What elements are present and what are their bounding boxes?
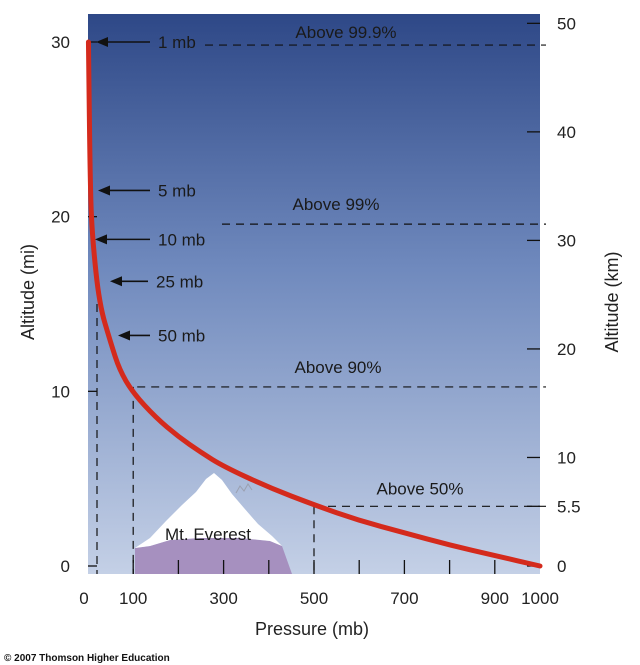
y-left-tick-label: 20	[51, 208, 70, 227]
mountain-base	[135, 538, 292, 574]
y-axis-title-right: Altitude (km)	[602, 251, 622, 352]
pressure-curve	[85, 39, 543, 569]
y-axis-title-left: Altitude (mi)	[18, 244, 38, 340]
pressure-marker-label: 50 mb	[158, 326, 205, 345]
marker-arrow-head	[110, 276, 122, 287]
copyright-credit: © 2007 Thomson Higher Education	[4, 653, 170, 664]
x-tick-label: 900	[481, 589, 509, 608]
mountain-illustration	[135, 473, 292, 574]
x-tick-label: 1000	[521, 589, 559, 608]
y-right-tick-label: 0	[557, 557, 566, 576]
x-tick-label: 500	[300, 589, 328, 608]
x-tick-label: 700	[390, 589, 418, 608]
pressure-marker-label: 10 mb	[158, 230, 205, 249]
marker-arrow-head	[118, 330, 130, 341]
y-left-tick-label: 30	[51, 33, 70, 52]
threshold-label: Above 50%	[377, 479, 464, 498]
threshold-label: Above 99.9%	[295, 23, 396, 42]
threshold-label: Above 90%	[295, 358, 382, 377]
y-right-tick-label: 30	[557, 231, 576, 250]
y-right-tick-label: 40	[557, 123, 576, 142]
pressure-marker-label: 5 mb	[158, 181, 196, 200]
threshold-label: Above 99%	[293, 195, 380, 214]
marker-arrow-head	[98, 185, 110, 196]
mountain-ridge-detail	[235, 483, 253, 494]
x-tick-label: 100	[119, 589, 147, 608]
y-right-tick-label: 20	[557, 340, 576, 359]
y-left-tick-label: 10	[51, 382, 70, 401]
marker-arrow-head	[96, 37, 108, 47]
x-tick-label: 0	[79, 589, 88, 608]
mountain-snow	[135, 473, 282, 548]
dashed-guides	[96, 44, 546, 574]
pressure-markers: 1 mb 5 mb 10 mb 25 mb 50 mb	[95, 33, 205, 345]
y-left-tick-label: 0	[61, 557, 70, 576]
x-axis-title: Pressure (mb)	[255, 619, 369, 639]
x-tick-label: 300	[209, 589, 237, 608]
y-right-tick-label: 10	[557, 448, 576, 467]
plot-background	[88, 14, 540, 574]
annotations: Mt. Everest Above 99.9% Above 99% Above 90%…	[165, 23, 463, 544]
y-right-tick-label: 5.5	[557, 497, 581, 516]
pressure-marker-label: 1 mb	[158, 33, 196, 52]
y-right-tick-label: 50	[557, 14, 576, 33]
pressure-marker-label: 25 mb	[156, 272, 203, 291]
marker-arrow-head	[95, 234, 107, 245]
pressure-altitude-line	[85, 39, 543, 569]
mountain-label: Mt. Everest	[165, 525, 251, 544]
